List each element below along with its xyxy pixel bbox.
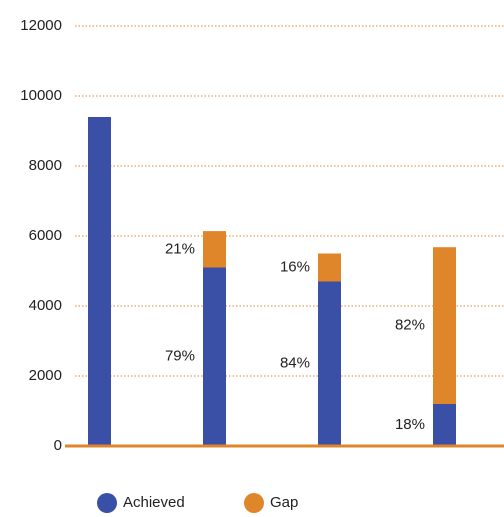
percent-label: 82% xyxy=(395,317,425,334)
y-tick-label: 0 xyxy=(54,437,62,454)
bar-segment xyxy=(433,404,456,446)
bar-segment xyxy=(433,247,456,404)
legend-label: Achieved xyxy=(123,494,185,511)
y-tick-label: 6000 xyxy=(29,227,62,244)
legend-swatch xyxy=(97,493,117,513)
bar-segment xyxy=(318,253,341,282)
percent-label: 16% xyxy=(280,258,310,275)
bar-segment xyxy=(203,267,226,446)
y-tick-label: 12000 xyxy=(20,17,62,34)
percent-label: 84% xyxy=(280,355,310,372)
bar-segment xyxy=(88,117,111,446)
percent-label: 21% xyxy=(165,240,195,257)
bar-segment xyxy=(318,281,341,446)
legend-label: Gap xyxy=(270,494,298,511)
y-tick-label: 2000 xyxy=(29,367,62,384)
bar-segment xyxy=(203,231,226,268)
legend-swatch xyxy=(244,493,264,513)
y-tick-label: 8000 xyxy=(29,157,62,174)
y-tick-label: 4000 xyxy=(29,297,62,314)
percent-label: 18% xyxy=(395,416,425,433)
percent-label: 79% xyxy=(165,348,195,365)
y-tick-label: 10000 xyxy=(20,87,62,104)
